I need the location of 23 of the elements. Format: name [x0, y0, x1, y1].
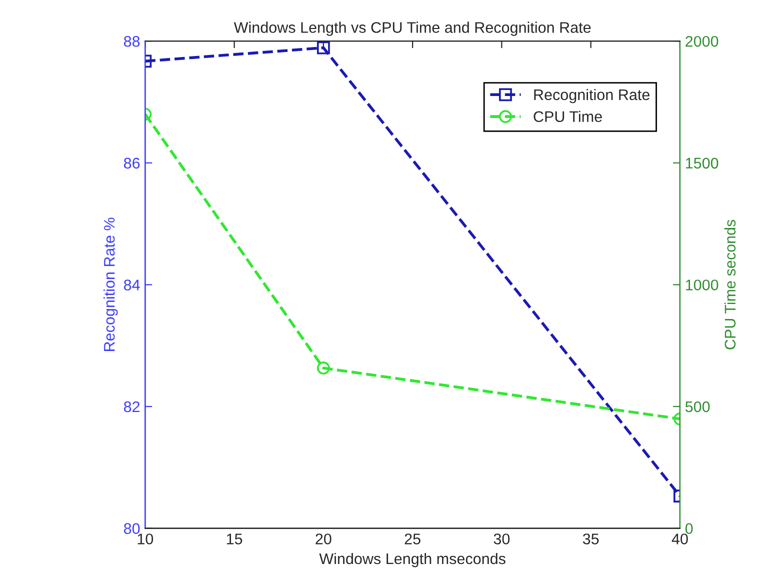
x-axis-title: Windows Length mseconds — [319, 552, 506, 568]
y-tick-label: 80 — [124, 523, 140, 534]
legend-label: Recognition Rate — [534, 88, 650, 104]
x-tick-label: 40 — [672, 534, 688, 544]
x-tick-label: 15 — [226, 534, 242, 544]
x-tick-label: 30 — [494, 534, 510, 544]
x-tick-label: 25 — [404, 534, 420, 544]
y2-tick-label: 0 — [685, 523, 693, 534]
y-tick-label: 86 — [124, 158, 140, 169]
x-tick-label: 10 — [138, 534, 154, 544]
legend-label: CPU Time — [534, 110, 602, 122]
y-axis-title: Recognition Rate % — [104, 218, 118, 351]
y-tick-label: 84 — [124, 280, 140, 290]
y2-tick-label: 1000 — [686, 280, 718, 290]
x-tick-label: 20 — [316, 534, 332, 544]
chart-title: Windows Length vs CPU Time and Recognition Rate — [234, 22, 591, 36]
y2-tick-label: 2000 — [686, 36, 718, 47]
y2-tick-label: 500 — [685, 401, 710, 412]
y-tick-label: 82 — [124, 401, 140, 412]
y-tick-label: 88 — [124, 36, 140, 47]
x-tick-label: 35 — [582, 534, 599, 544]
y2-tick-label: 1500 — [686, 158, 718, 169]
y2-axis-title: CPU Time seconds — [724, 220, 736, 350]
